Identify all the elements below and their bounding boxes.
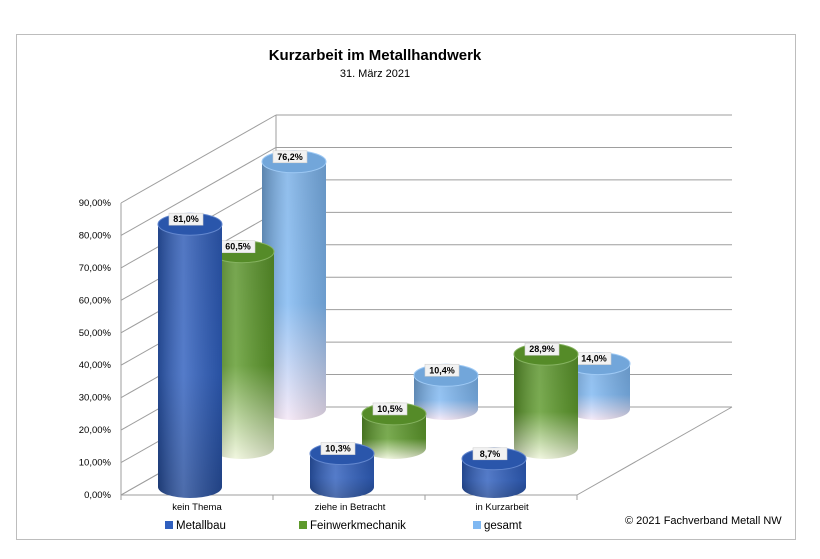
- legend: Metallbau Feinwerkmechanik gesamt: [165, 520, 523, 532]
- bar-feinwerkmechanik-3: 28,9%: [513, 342, 579, 459]
- data-label-box: [472, 447, 508, 461]
- bar-metallbau-2: 10,3%: [309, 442, 375, 498]
- legend-label: Feinwerkmechanik: [310, 520, 406, 532]
- data-label: 10,5%: [377, 404, 403, 414]
- category-label: in Kurzarbeit: [475, 502, 529, 513]
- y-tick-label: 70,00%: [79, 263, 112, 274]
- legend-entry: gesamt: [473, 520, 523, 532]
- data-label: 10,4%: [429, 365, 455, 375]
- y-tick-label: 40,00%: [79, 360, 112, 371]
- y-tick-label: 10,00%: [79, 458, 112, 469]
- category-label: ziehe in Betracht: [315, 502, 386, 513]
- category-label: kein Thema: [172, 502, 222, 513]
- chart-svg: Kurzarbeit im Metallhandwerk 31. März 20…: [79, 47, 783, 532]
- legend-swatch: [299, 521, 307, 529]
- data-label-box: [424, 363, 460, 377]
- gridline-side: [120, 147, 277, 236]
- legend-label: gesamt: [484, 520, 523, 532]
- bar-feinwerkmechanik-2: 10,5%: [361, 402, 427, 459]
- bar-shading: [310, 453, 374, 498]
- bar-shading: [210, 251, 274, 459]
- floor-right: [576, 406, 733, 496]
- y-tick-label: 60,00%: [79, 295, 112, 306]
- chart-subtitle: 31. März 2021: [340, 68, 410, 80]
- data-label: 81,0%: [173, 214, 199, 224]
- bar-shading: [566, 363, 630, 420]
- data-label-box: [272, 150, 308, 164]
- legend-label: Metallbau: [176, 520, 226, 532]
- y-tick-label: 30,00%: [79, 393, 112, 404]
- bar-shading: [362, 413, 426, 459]
- data-label: 28,9%: [529, 344, 555, 354]
- y-tick-label: 0,00%: [84, 490, 111, 501]
- data-label-box: [168, 212, 204, 226]
- bar-shading: [262, 161, 326, 421]
- chart-bars: 76,2% 10,4% 14,0% 60,5% 10,5% 28,9% 81,0% 10,3%…: [157, 150, 631, 498]
- bar-shading: [414, 375, 478, 420]
- legend-entry: Feinwerkmechanik: [299, 520, 406, 532]
- data-label-box: [320, 442, 356, 455]
- legend-entry: Metallbau: [165, 520, 226, 532]
- bar-gesamt-3: 14,0%: [565, 352, 631, 420]
- legend-swatch: [165, 521, 173, 529]
- x-axis-categories: kein Thema ziehe in Betracht in Kurzarbeit: [172, 502, 529, 513]
- data-label: 10,3%: [325, 444, 351, 454]
- data-label: 14,0%: [581, 354, 607, 364]
- data-label-box: [524, 342, 560, 356]
- data-label: 76,2%: [277, 152, 303, 162]
- legend-swatch: [473, 521, 481, 529]
- data-label-box: [372, 402, 408, 416]
- bar-metallbau-3: 8,7%: [461, 447, 527, 498]
- data-label: 8,7%: [480, 449, 501, 459]
- y-tick-label: 50,00%: [79, 328, 112, 339]
- bar-feinwerkmechanik-1: 60,5%: [209, 240, 275, 459]
- y-tick-label: 90,00%: [79, 198, 112, 209]
- chart-title: Kurzarbeit im Metallhandwerk: [269, 47, 482, 64]
- bar-gesamt-1: 76,2%: [261, 150, 327, 421]
- gridline-side: [120, 114, 277, 204]
- data-label: 60,5%: [225, 242, 251, 252]
- chart-frame: Kurzarbeit im Metallhandwerk 31. März 20…: [16, 34, 796, 540]
- bar-shading: [158, 224, 222, 498]
- bar-shading: [514, 354, 578, 459]
- y-tick-label: 20,00%: [79, 425, 112, 436]
- copyright-footer: © 2021 Fachverband Metall NW: [625, 515, 782, 527]
- y-axis-ticks: 0,00% 10,00% 20,00% 30,00% 40,00% 50,00% 60,00…: [79, 198, 112, 501]
- y-tick-label: 80,00%: [79, 230, 112, 241]
- bar-gesamt-2: 10,4%: [413, 363, 479, 420]
- bar-metallbau-1: 81,0%: [157, 212, 223, 498]
